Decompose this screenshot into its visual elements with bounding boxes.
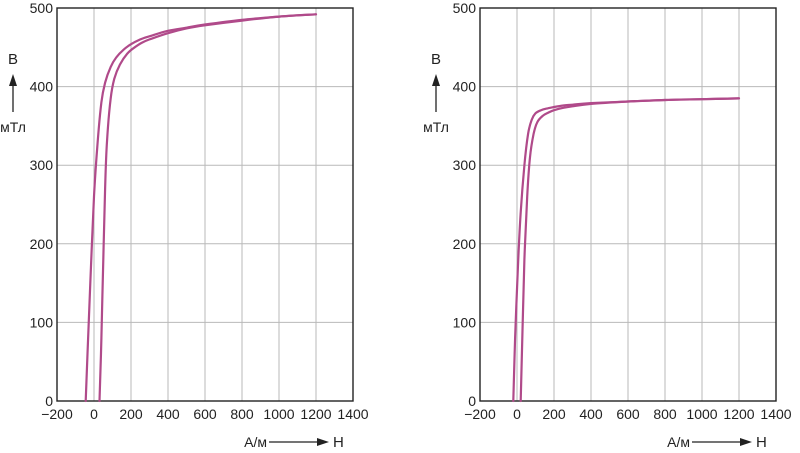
y-axis-arrow-head (432, 74, 440, 86)
chart-left: −200 0 200 400 600 800 1000 1200 140001002003004… (0, 0, 369, 451)
y-tick-label: 400 (30, 79, 54, 95)
x-axis-label: H (756, 434, 767, 451)
chart-right: −200 0 200 400 600 800 1000 1200 140001002003004… (423, 0, 792, 451)
x-axis-arrow-head (317, 438, 329, 446)
x-tick-label: 1400 (760, 406, 791, 422)
x-tick-label: 1200 (300, 406, 331, 422)
y-axis-label: B (8, 51, 18, 68)
x-tick-label: 1200 (723, 406, 754, 422)
y-axis-unit: мТл (423, 119, 449, 135)
x-tick-label: −200 (464, 406, 496, 422)
y-axis-arrow-head (9, 74, 17, 86)
x-tick-label: 800 (653, 406, 677, 422)
x-axis-arrow-head (740, 438, 752, 446)
x-tick-label: −200 (41, 406, 73, 422)
hysteresis-branch-2 (98, 13, 318, 403)
x-tick-label: 200 (119, 406, 143, 422)
x-tick-label: 400 (579, 406, 603, 422)
y-tick-label: 0 (45, 393, 53, 409)
y-tick-label: 500 (30, 0, 54, 16)
y-tick-label: 500 (453, 0, 477, 16)
x-axis-unit: А/м (667, 434, 690, 450)
x-tick-label: 200 (542, 406, 566, 422)
y-tick-label: 200 (453, 236, 477, 252)
x-axis-label: H (333, 434, 344, 451)
grid (479, 7, 777, 402)
x-tick-label: 0 (90, 406, 98, 422)
y-tick-label: 300 (30, 157, 54, 173)
y-tick-label: 300 (453, 157, 477, 173)
hysteresis-branch-2 (519, 97, 741, 403)
x-tick-label: 1000 (263, 406, 294, 422)
x-tick-label: 800 (230, 406, 254, 422)
grid (56, 7, 354, 402)
y-tick-label: 200 (30, 236, 54, 252)
plot-frame (479, 7, 777, 402)
y-tick-label: 100 (30, 314, 54, 330)
x-tick-label: 400 (156, 406, 180, 422)
x-tick-label: 600 (193, 406, 217, 422)
hysteresis-branch-1 (512, 97, 741, 403)
x-tick-label: 600 (616, 406, 640, 422)
y-tick-label: 400 (453, 79, 477, 95)
x-axis-unit: А/м (244, 434, 267, 450)
x-tick-label: 0 (513, 406, 521, 422)
x-tick-label: 1400 (337, 406, 368, 422)
y-tick-label: 100 (453, 314, 477, 330)
plot-frame (56, 7, 354, 402)
y-tick-label: 0 (468, 393, 476, 409)
hysteresis-branch-1 (84, 13, 318, 403)
x-tick-label: 1000 (686, 406, 717, 422)
y-axis-label: B (431, 51, 441, 68)
y-axis-unit: мТл (0, 119, 26, 135)
